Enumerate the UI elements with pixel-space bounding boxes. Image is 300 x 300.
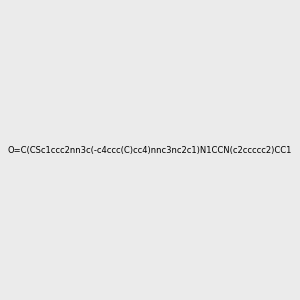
- Text: O=C(CSc1ccc2nn3c(-c4ccc(C)cc4)nnc3nc2c1)N1CCN(c2ccccc2)CC1: O=C(CSc1ccc2nn3c(-c4ccc(C)cc4)nnc3nc2c1)…: [8, 146, 292, 154]
